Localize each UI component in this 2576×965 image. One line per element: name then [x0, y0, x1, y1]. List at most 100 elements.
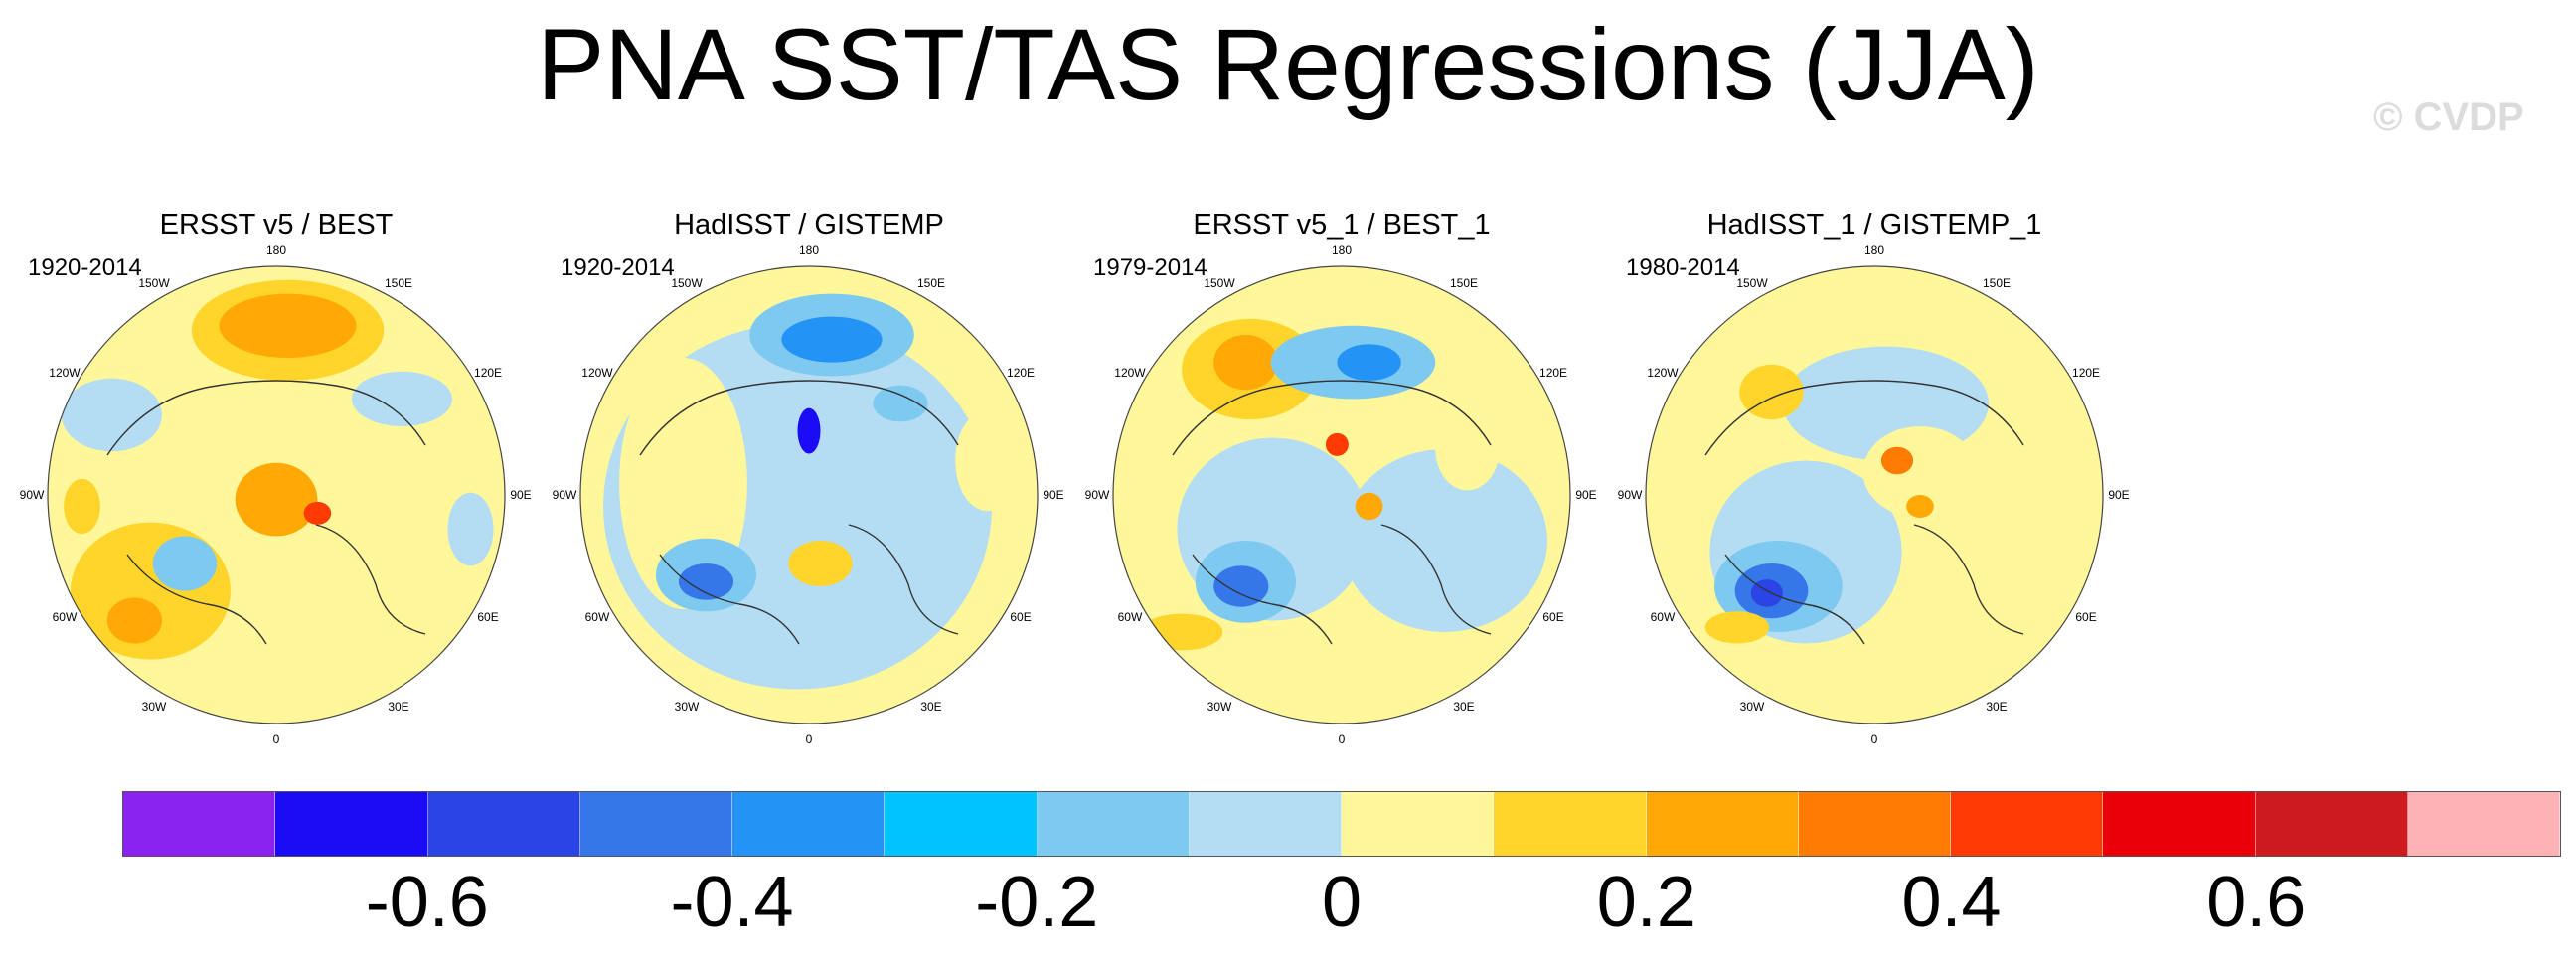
polar-map: 180 150E 120E 90E 60E 30E 0 30W 60W 90W 120W 150W: [20, 243, 532, 746]
longitude-label: 90W: [1618, 488, 1643, 502]
longitude-label: 0: [1339, 732, 1346, 746]
anomaly-patch: [1337, 344, 1401, 381]
longitude-label: 90E: [510, 488, 531, 502]
longitude-label: 120W: [1647, 366, 1679, 380]
longitude-label: 30E: [1453, 700, 1474, 714]
anomaly-patch: [152, 536, 218, 591]
colorbar: [122, 791, 2561, 857]
coastline: [639, 380, 959, 645]
longitude-label: 150W: [1204, 276, 1235, 290]
colorbar-swatch: [1189, 792, 1342, 856]
anomaly-patch: [797, 407, 821, 454]
coastline: [1704, 380, 2024, 645]
coastline: [1172, 380, 1492, 645]
colorbar-tick-label: 0.4: [1901, 863, 2002, 942]
longitude-label: 150W: [138, 276, 170, 290]
colorbar-tick-label: 0: [1321, 863, 1363, 942]
anomaly-patch: [788, 541, 853, 586]
anomaly-patch: [1342, 449, 1547, 632]
anomaly-patch: [61, 378, 162, 452]
anomaly-patch: [678, 563, 734, 600]
map-boundary: [1112, 265, 1571, 724]
panel-years: 1979-2014: [1093, 254, 1208, 281]
longitude-label: 0: [273, 732, 280, 746]
anomaly-field: [580, 266, 1038, 724]
colorbar-tick-label: 0.6: [2206, 863, 2307, 942]
panel-title: ERSST v5_1 / BEST_1: [1193, 209, 1491, 241]
anomaly-patch: [64, 478, 100, 535]
polar-map: 180 150E 120E 90E 60E 30E 0 30W 60W 90W 120W 150W: [553, 243, 1064, 746]
longitude-label: 120E: [1007, 366, 1035, 380]
map-panel: 180 150E 120E 90E 60E 30E 0 30W 60W 90W 120W 150W Ha…: [551, 199, 1067, 755]
longitude-label: 150E: [917, 276, 945, 290]
longitude-label: 60W: [53, 610, 78, 624]
colorbar-tick-label: -0.2: [975, 863, 1099, 942]
anomaly-field: [1646, 266, 2103, 724]
longitude-label: 60E: [477, 610, 498, 624]
anomaly-patch: [781, 316, 883, 363]
longitude-label: 30W: [1208, 700, 1232, 714]
longitude-label: 30E: [920, 700, 941, 714]
colorbar-tick-label: -0.4: [670, 863, 794, 942]
anomaly-field: [48, 266, 505, 724]
longitude-label: 120W: [581, 366, 613, 380]
coastline: [106, 380, 426, 645]
anomaly-patch: [303, 501, 332, 525]
colorbar-swatch: [732, 792, 886, 856]
longitude-label: 30W: [675, 700, 700, 714]
colorbar-swatch: [2407, 792, 2560, 856]
colorbar-swatch: [275, 792, 428, 856]
map-panel: 180 150E 120E 90E 60E 30E 0 30W 60W 90W 120W 150W Ha…: [1616, 199, 2133, 755]
longitude-label: 90E: [1043, 488, 1063, 502]
longitude-label: 0: [806, 732, 813, 746]
longitude-label: 90E: [2108, 488, 2129, 502]
longitude-label: 90W: [553, 488, 577, 502]
anomaly-patch: [235, 462, 318, 537]
panel-years: 1920-2014: [561, 254, 675, 281]
anomaly-patch: [955, 409, 1020, 512]
panel-title: HadISST / GISTEMP: [674, 209, 944, 241]
anomaly-patch: [1140, 613, 1223, 651]
colorbar-swatch: [1037, 792, 1190, 856]
colorbar-swatch: [1342, 792, 1495, 856]
longitude-label: 30W: [142, 700, 167, 714]
anomaly-patch: [351, 371, 453, 426]
anomaly-patch: [2002, 426, 2067, 518]
colorbar-tick-label: 0.2: [1596, 863, 1696, 942]
anomaly-patch: [1355, 492, 1383, 521]
anomaly-patch: [873, 385, 928, 422]
polar-map: 180 150E 120E 90E 60E 30E 0 30W 60W 90W 120W 150W: [1618, 243, 2130, 746]
anomaly-patch: [219, 293, 357, 358]
map-panel: 180 150E 120E 90E 60E 30E 0 30W 60W 90W 120W 150W ER…: [1083, 199, 1600, 755]
longitude-label: 150W: [671, 276, 703, 290]
colorbar-swatch: [2255, 792, 2408, 856]
longitude-label: 90E: [1575, 488, 1596, 502]
longitude-label: 150E: [1983, 276, 2011, 290]
longitude-label: 60W: [1651, 610, 1676, 624]
longitude-label: 120W: [1114, 366, 1146, 380]
colorbar-swatch: [1951, 792, 2104, 856]
panel-years: 1920-2014: [28, 254, 142, 281]
figure-title: PNA SST/TAS Regressions (JJA): [537, 8, 2039, 121]
colorbar-swatch: [885, 792, 1038, 856]
colorbar-tick-label: -0.6: [365, 863, 489, 942]
colorbar-swatch: [579, 792, 732, 856]
cvdp-watermark: © CVDP: [2373, 95, 2524, 139]
longitude-label: 0: [1871, 732, 1878, 746]
colorbar-swatch: [1646, 792, 1799, 856]
longitude-label: 60E: [1542, 610, 1563, 624]
anomaly-patch: [447, 492, 494, 566]
anomaly-patch: [1906, 495, 1934, 518]
longitude-label: 180: [1332, 243, 1352, 257]
polar-map: 180 150E 120E 90E 60E 30E 0 30W 60W 90W 120W 150W: [1085, 243, 1597, 746]
longitude-label: 60E: [2075, 610, 2096, 624]
panel-title: HadISST_1 / GISTEMP_1: [1706, 209, 2042, 241]
longitude-label: 120E: [474, 366, 502, 380]
panel-years: 1980-2014: [1626, 254, 1740, 281]
map-boundary: [579, 265, 1039, 724]
colorbar-swatch: [123, 792, 276, 856]
longitude-label: 180: [1864, 243, 1884, 257]
anomaly-patch: [1325, 432, 1349, 456]
colorbar-swatch: [1494, 792, 1647, 856]
longitude-label: 30W: [1740, 700, 1765, 714]
